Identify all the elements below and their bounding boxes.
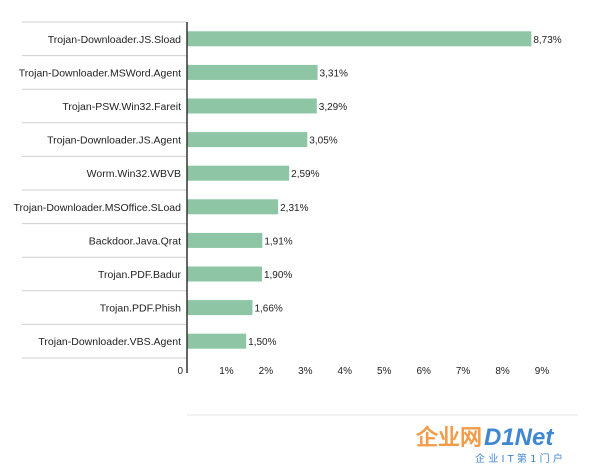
data-label: 3,29% bbox=[319, 102, 347, 113]
bar bbox=[187, 31, 532, 47]
x-tick-label: 5% bbox=[377, 366, 392, 377]
category-label: Trojan-Downloader.JS.Agent bbox=[47, 135, 181, 147]
data-label: 1,50% bbox=[248, 337, 276, 348]
watermark-tagline: 企 业 I T 第 1 门 户 bbox=[475, 452, 563, 465]
data-label: 3,31% bbox=[320, 68, 348, 79]
bar bbox=[187, 199, 279, 215]
x-tick-label: 4% bbox=[338, 366, 353, 377]
data-label: 1,91% bbox=[264, 236, 292, 247]
bar bbox=[187, 132, 308, 148]
chart-rows bbox=[22, 21, 187, 359]
bar bbox=[187, 333, 247, 349]
data-label: 2,31% bbox=[280, 203, 308, 214]
bar bbox=[187, 232, 263, 248]
category-label: Trojan.PDF.Phish bbox=[100, 303, 181, 315]
category-label: Trojan-PSW.Win32.Fareit bbox=[62, 101, 181, 113]
category-label: Trojan-Downloader.MSOffice.SLoad bbox=[13, 202, 181, 214]
x-tick-label: 0 bbox=[177, 366, 183, 377]
watermark-brand-en: D1Net bbox=[484, 424, 554, 451]
watermark-brand-cn: 企业网 bbox=[415, 425, 482, 451]
chart-bars bbox=[187, 31, 532, 349]
data-label: 2,59% bbox=[291, 169, 319, 180]
data-label: 1,66% bbox=[254, 304, 282, 315]
data-label: 8,73% bbox=[533, 35, 561, 46]
category-label: Trojan.PDF.Badur bbox=[98, 269, 182, 281]
bar bbox=[187, 64, 318, 80]
watermark: 企业网 D1Net 企 业 I T 第 1 门 户 bbox=[415, 424, 563, 465]
bar bbox=[187, 98, 317, 114]
category-label: Worm.Win32.WBVB bbox=[87, 168, 181, 180]
category-label: Backdoor.Java.Qrat bbox=[89, 235, 181, 247]
category-label: Trojan-Downloader.JS.Sload bbox=[48, 34, 181, 46]
bar bbox=[187, 165, 290, 181]
x-tick-label: 7% bbox=[456, 366, 471, 377]
data-label: 3,05% bbox=[309, 136, 337, 147]
x-tick-label: 2% bbox=[259, 366, 274, 377]
category-label: Trojan-Downloader.VBS.Agent bbox=[38, 336, 181, 348]
chart-labels: Trojan-Downloader.JS.Sload 8,73% Trojan-Do… bbox=[13, 34, 561, 348]
chart-axes: 0 1% 2% 3% 4% 5% 6% 7% 8% 9% bbox=[177, 22, 578, 416]
bar bbox=[187, 300, 253, 316]
x-tick-label: 6% bbox=[416, 366, 431, 377]
x-tick-label: 3% bbox=[298, 366, 313, 377]
x-tick-label: 8% bbox=[495, 366, 510, 377]
data-label: 1,90% bbox=[264, 270, 292, 281]
category-label: Trojan-Downloader.MSWord.Agent bbox=[19, 67, 181, 79]
x-tick-label: 1% bbox=[219, 366, 234, 377]
bar bbox=[187, 266, 262, 282]
x-tick-label: 9% bbox=[535, 366, 550, 377]
